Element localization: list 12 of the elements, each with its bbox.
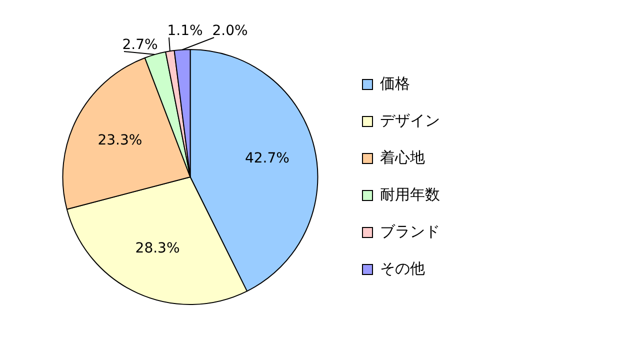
data-label: 28.3% — [135, 240, 180, 257]
data-label: 42.7% — [244, 150, 290, 167]
data-label: 2.0% — [212, 23, 248, 40]
legend-label: 耐用年数 — [380, 185, 440, 204]
data-label: 1.1% — [167, 23, 203, 40]
legend-label: ブランド — [380, 222, 440, 240]
data-label: 23.3% — [98, 132, 142, 148]
legend-label: その他 — [380, 259, 425, 278]
data-label: 2.7% — [122, 37, 158, 54]
legend-label: 着心地 — [380, 148, 425, 166]
legend-label: 価格 — [380, 74, 410, 92]
legend-label: デザイン — [380, 111, 440, 130]
